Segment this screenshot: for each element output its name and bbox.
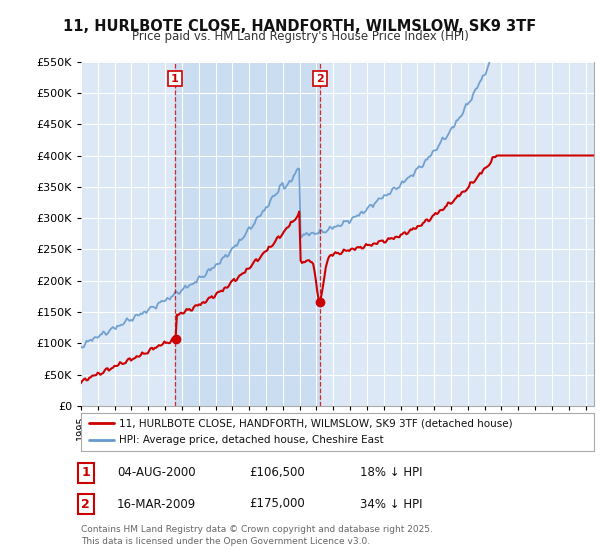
Text: 1: 1 [171, 74, 179, 83]
Bar [175, 62, 320, 406]
Text: 11, HURLBOTE CLOSE, HANDFORTH, WILMSLOW, SK9 3TF: 11, HURLBOTE CLOSE, HANDFORTH, WILMSLOW,… [64, 19, 536, 34]
Text: 16-MAR-2009: 16-MAR-2009 [117, 497, 196, 511]
Text: Contains HM Land Registry data © Crown copyright and database right 2025.
This d: Contains HM Land Registry data © Crown c… [81, 525, 433, 546]
Text: 11, HURLBOTE CLOSE, HANDFORTH, WILMSLOW, SK9 3TF (detached house): 11, HURLBOTE CLOSE, HANDFORTH, WILMSLOW,… [119, 418, 513, 428]
Text: 2: 2 [82, 497, 90, 511]
Text: 34% ↓ HPI: 34% ↓ HPI [360, 497, 422, 511]
Text: £106,500: £106,500 [249, 466, 305, 479]
Text: 04-AUG-2000: 04-AUG-2000 [117, 466, 196, 479]
Text: 1: 1 [82, 466, 90, 479]
Text: 18% ↓ HPI: 18% ↓ HPI [360, 466, 422, 479]
Text: £175,000: £175,000 [249, 497, 305, 511]
Text: Price paid vs. HM Land Registry's House Price Index (HPI): Price paid vs. HM Land Registry's House … [131, 30, 469, 43]
Text: HPI: Average price, detached house, Cheshire East: HPI: Average price, detached house, Ches… [119, 435, 384, 445]
Text: 2: 2 [316, 74, 324, 83]
